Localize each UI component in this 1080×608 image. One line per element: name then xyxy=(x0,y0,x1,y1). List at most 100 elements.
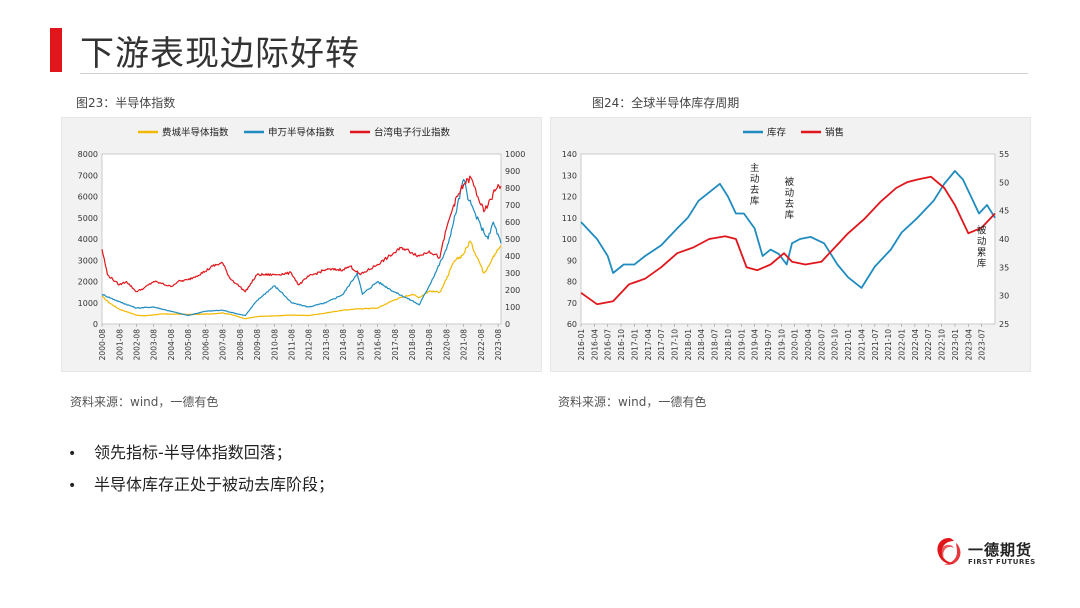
annotation-char: 库 xyxy=(750,195,760,207)
title-accent-bar xyxy=(50,28,62,72)
x-tick-label: 2020-08 xyxy=(442,329,451,361)
y-right-tick-label: 30 xyxy=(999,292,1009,301)
y-left-tick-label: 1000 xyxy=(78,299,98,308)
bullet-item: • 半导体库存正处于被动去库阶段； xyxy=(68,472,334,504)
y-right-tick-label: 45 xyxy=(999,207,1009,216)
x-tick-label: 2020-07 xyxy=(817,329,826,361)
figure-24-caption: 图24：全球半导体库存周期 xyxy=(592,96,740,110)
annotation-char: 库 xyxy=(977,257,987,269)
series-line-2 xyxy=(101,175,502,293)
legend-label-1: 销售 xyxy=(825,127,844,139)
y-right-tick-label: 800 xyxy=(505,184,520,193)
x-tick-label: 2001-08 xyxy=(115,329,124,361)
x-tick-label: 2014-08 xyxy=(339,329,348,361)
swirl-logo-icon xyxy=(937,538,961,565)
annotation-char: 动 xyxy=(785,188,795,199)
annotation-char: 被 xyxy=(785,176,795,188)
x-tick-label: 2018-10 xyxy=(724,329,733,361)
x-tick-label: 2012-08 xyxy=(305,329,314,361)
x-tick-label: 2009-08 xyxy=(253,329,262,361)
annotation-char: 累 xyxy=(977,247,987,258)
legend-label-0: 库存 xyxy=(767,127,787,139)
y-left-tick-label: 80 xyxy=(567,278,577,287)
y-left-tick-label: 3000 xyxy=(78,256,98,265)
title-divider xyxy=(80,73,1028,74)
y-left-tick-label: 100 xyxy=(562,235,577,244)
y-left-tick-label: 110 xyxy=(562,214,577,223)
series-line-1 xyxy=(580,175,996,306)
x-tick-label: 2010-08 xyxy=(270,329,279,361)
x-tick-label: 2021-10 xyxy=(884,329,893,361)
series-line-0 xyxy=(101,240,502,320)
x-tick-label: 2020-04 xyxy=(804,329,813,361)
legend-label-0: 费城半导体指数 xyxy=(162,127,229,139)
page-title: 下游表现边际好转 xyxy=(80,34,360,74)
figure-23-caption: 图23：半导体指数 xyxy=(76,96,176,110)
y-left-tick-label: 120 xyxy=(562,193,577,202)
x-tick-label: 2022-01 xyxy=(898,329,907,361)
annotation-char: 去 xyxy=(750,184,760,196)
x-tick-label: 2017-08 xyxy=(391,329,400,361)
company-logo: 一德期货 FIRST FUTURES xyxy=(934,535,1044,575)
y-right-tick-label: 35 xyxy=(999,263,1009,272)
x-tick-label: 2022-07 xyxy=(924,329,933,361)
x-tick-label: 2018-08 xyxy=(408,329,417,361)
y-right-tick-label: 400 xyxy=(505,252,520,261)
annotation-char: 动 xyxy=(977,236,987,247)
x-tick-label: 2023-01 xyxy=(951,329,960,361)
y-right-tick-label: 25 xyxy=(999,320,1009,329)
y-left-tick-label: 5000 xyxy=(78,214,98,223)
legend-label-1: 申万半导体指数 xyxy=(268,127,335,139)
y-right-tick-label: 55 xyxy=(999,150,1009,159)
bullet-text: 领先指标-半导体指数回落； xyxy=(94,443,292,462)
y-right-tick-label: 700 xyxy=(505,201,520,210)
x-tick-label: 2011-08 xyxy=(287,329,296,361)
logo-text-cn: 一德期货 xyxy=(968,541,1033,559)
inventory-cycle-chart: 60 70 80 90 100 110 120 130 140 25 30 35 40 45 50 55 201… xyxy=(562,127,1009,361)
x-tick-label: 2017-07 xyxy=(657,329,666,361)
annotation-char: 被 xyxy=(977,224,987,236)
legend-label-2: 台湾电子行业指数 xyxy=(374,127,451,139)
plot-area xyxy=(101,153,502,325)
y-left-tick-label: 0 xyxy=(93,320,98,329)
annotation-char: 去 xyxy=(785,198,795,210)
semiconductor-index-chart: 0 1000 2000 3000 4000 5000 6000 7000 8000 0 100 200… xyxy=(78,127,526,361)
x-tick-label: 2020-01 xyxy=(791,329,800,361)
y-left-tick-label: 70 xyxy=(567,299,577,308)
y-right-tick-label: 100 xyxy=(505,303,520,312)
y-left-tick-label: 8000 xyxy=(78,150,98,159)
y-right-tick-label: 200 xyxy=(505,286,520,295)
y-left-tick-label: 60 xyxy=(567,320,577,329)
x-tick-label: 2023-04 xyxy=(964,329,973,361)
x-tick-label: 2003-08 xyxy=(150,329,159,361)
annotation-1: 被动去库 xyxy=(785,176,795,221)
x-tick-label: 2023-07 xyxy=(978,329,987,361)
series-line-1 xyxy=(101,178,502,317)
x-tick-label: 2022-10 xyxy=(938,329,947,361)
bullet-item: • 领先指标-半导体指数回落； xyxy=(68,440,334,472)
x-tick-label: 2007-08 xyxy=(219,329,228,361)
x-tick-label: 2022-08 xyxy=(477,329,486,361)
y-left-tick-label: 6000 xyxy=(78,193,98,202)
x-tick-label: 2008-08 xyxy=(236,329,245,361)
y-right-tick-label: 600 xyxy=(505,218,520,227)
x-tick-label: 2021-01 xyxy=(844,329,853,361)
x-tick-label: 2023-08 xyxy=(494,329,503,361)
x-tick-label: 2006-08 xyxy=(201,329,210,361)
y-right-tick-label: 900 xyxy=(505,167,520,176)
y-left-tick-label: 7000 xyxy=(78,171,98,180)
x-tick-label: 2020-10 xyxy=(831,329,840,361)
y-left-tick-label: 2000 xyxy=(78,278,98,287)
x-tick-label: 2002-08 xyxy=(132,329,141,361)
annotation-char: 库 xyxy=(785,209,795,221)
y-left-tick-label: 140 xyxy=(562,150,577,159)
logo-text-en: FIRST FUTURES xyxy=(968,558,1036,566)
x-tick-label: 2017-01 xyxy=(630,329,639,361)
x-tick-label: 2019-07 xyxy=(764,329,773,361)
bullet-list: • 领先指标-半导体指数回落； • 半导体库存正处于被动去库阶段； xyxy=(68,440,334,504)
x-tick-label: 2004-08 xyxy=(167,329,176,361)
annotation-char: 主 xyxy=(750,162,760,174)
y-right-tick-label: 50 xyxy=(999,178,1009,187)
